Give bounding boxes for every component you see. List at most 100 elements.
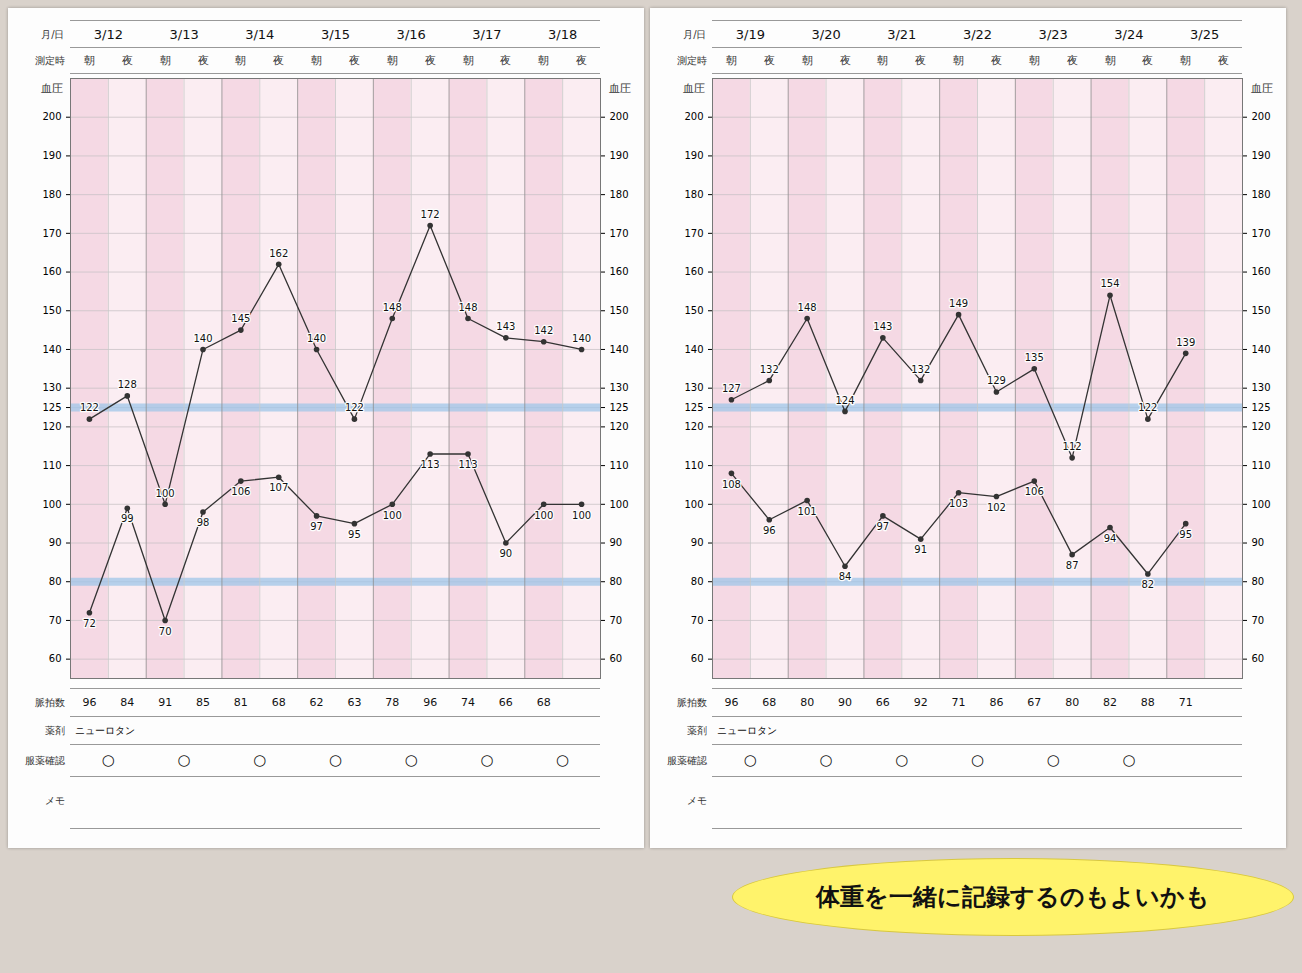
svg-text:145: 145: [231, 313, 250, 324]
svg-text:○: ○: [329, 751, 342, 769]
svg-text:96: 96: [724, 696, 738, 709]
svg-text:66: 66: [876, 696, 890, 709]
svg-text:夜: 夜: [1142, 54, 1153, 67]
svg-text:80: 80: [691, 576, 704, 587]
svg-text:夜: 夜: [500, 54, 511, 67]
svg-text:132: 132: [760, 364, 779, 375]
svg-text:96: 96: [423, 696, 437, 709]
svg-text:月/日: 月/日: [683, 29, 706, 40]
svg-text:99: 99: [121, 513, 134, 524]
svg-text:朝: 朝: [802, 54, 813, 67]
svg-text:154: 154: [1100, 278, 1119, 289]
svg-text:110: 110: [610, 460, 629, 471]
svg-text:91: 91: [158, 696, 172, 709]
svg-text:朝: 朝: [160, 54, 171, 67]
svg-text:103: 103: [949, 498, 968, 509]
svg-text:150: 150: [684, 305, 703, 316]
svg-text:3/20: 3/20: [811, 27, 840, 42]
svg-text:72: 72: [83, 618, 96, 629]
svg-text:朝: 朝: [235, 54, 246, 67]
svg-text:朝: 朝: [877, 54, 888, 67]
svg-text:○: ○: [744, 751, 757, 769]
svg-text:○: ○: [102, 751, 115, 769]
svg-text:107: 107: [269, 482, 288, 493]
svg-text:112: 112: [1063, 441, 1082, 452]
svg-text:140: 140: [42, 344, 61, 355]
svg-text:170: 170: [42, 228, 61, 239]
svg-text:月/日: 月/日: [41, 29, 64, 40]
svg-text:3/14: 3/14: [245, 27, 274, 42]
svg-text:68: 68: [272, 696, 286, 709]
svg-text:夜: 夜: [1218, 54, 1229, 67]
svg-text:122: 122: [80, 402, 99, 413]
svg-text:142: 142: [534, 325, 553, 336]
svg-text:薬剤: 薬剤: [45, 725, 65, 736]
svg-text:3/23: 3/23: [1039, 27, 1068, 42]
svg-text:125: 125: [42, 402, 61, 413]
svg-text:120: 120: [610, 421, 629, 432]
svg-text:70: 70: [1252, 615, 1265, 626]
svg-text:○: ○: [178, 751, 191, 769]
svg-text:60: 60: [49, 653, 62, 664]
svg-text:97: 97: [310, 521, 323, 532]
svg-text:78: 78: [385, 696, 399, 709]
svg-text:3/18: 3/18: [548, 27, 577, 42]
svg-text:200: 200: [610, 111, 629, 122]
svg-text:148: 148: [458, 302, 477, 313]
svg-text:160: 160: [684, 266, 703, 277]
svg-text:○: ○: [1047, 751, 1060, 769]
svg-text:190: 190: [1252, 150, 1271, 161]
svg-text:200: 200: [1252, 111, 1271, 122]
svg-text:170: 170: [1252, 228, 1271, 239]
svg-text:150: 150: [1252, 305, 1271, 316]
svg-text:139: 139: [1176, 337, 1195, 348]
svg-text:84: 84: [120, 696, 134, 709]
svg-text:140: 140: [1252, 344, 1271, 355]
svg-text:○: ○: [556, 751, 569, 769]
svg-text:メモ: メモ: [687, 795, 707, 806]
svg-text:薬剤: 薬剤: [687, 725, 707, 736]
svg-text:68: 68: [537, 696, 551, 709]
svg-text:朝: 朝: [953, 54, 964, 67]
svg-text:135: 135: [1025, 352, 1044, 363]
svg-text:98: 98: [197, 517, 210, 528]
svg-text:100: 100: [684, 499, 703, 510]
svg-text:3/12: 3/12: [94, 27, 123, 42]
svg-text:朝: 朝: [463, 54, 474, 67]
svg-text:80: 80: [1252, 576, 1265, 587]
svg-text:68: 68: [762, 696, 776, 709]
svg-text:脈拍数: 脈拍数: [35, 697, 65, 708]
svg-text:3/17: 3/17: [472, 27, 501, 42]
svg-text:夜: 夜: [273, 54, 284, 67]
svg-text:ニューロタン: ニューロタン: [75, 725, 135, 736]
svg-text:3/21: 3/21: [887, 27, 916, 42]
svg-text:86: 86: [989, 696, 1003, 709]
svg-text:91: 91: [914, 544, 927, 555]
svg-text:125: 125: [610, 402, 629, 413]
svg-text:143: 143: [496, 321, 515, 332]
svg-text:148: 148: [383, 302, 402, 313]
svg-text:110: 110: [1252, 460, 1271, 471]
svg-text:夜: 夜: [764, 54, 775, 67]
svg-text:夜: 夜: [122, 54, 133, 67]
svg-text:100: 100: [1252, 499, 1271, 510]
svg-text:71: 71: [1179, 696, 1193, 709]
svg-text:夜: 夜: [576, 54, 587, 67]
svg-text:90: 90: [499, 548, 512, 559]
svg-text:130: 130: [610, 382, 629, 393]
svg-text:84: 84: [839, 571, 852, 582]
svg-text:70: 70: [610, 615, 623, 626]
svg-text:70: 70: [159, 626, 172, 637]
svg-text:128: 128: [118, 379, 137, 390]
svg-text:100: 100: [42, 499, 61, 510]
svg-text:90: 90: [691, 537, 704, 548]
svg-text:脈拍数: 脈拍数: [677, 697, 707, 708]
svg-text:140: 140: [610, 344, 629, 355]
svg-text:150: 150: [610, 305, 629, 316]
svg-text:120: 120: [1252, 421, 1271, 432]
svg-text:149: 149: [949, 298, 968, 309]
svg-text:90: 90: [49, 537, 62, 548]
svg-text:140: 140: [684, 344, 703, 355]
svg-text:80: 80: [1065, 696, 1079, 709]
svg-text:95: 95: [348, 529, 361, 540]
